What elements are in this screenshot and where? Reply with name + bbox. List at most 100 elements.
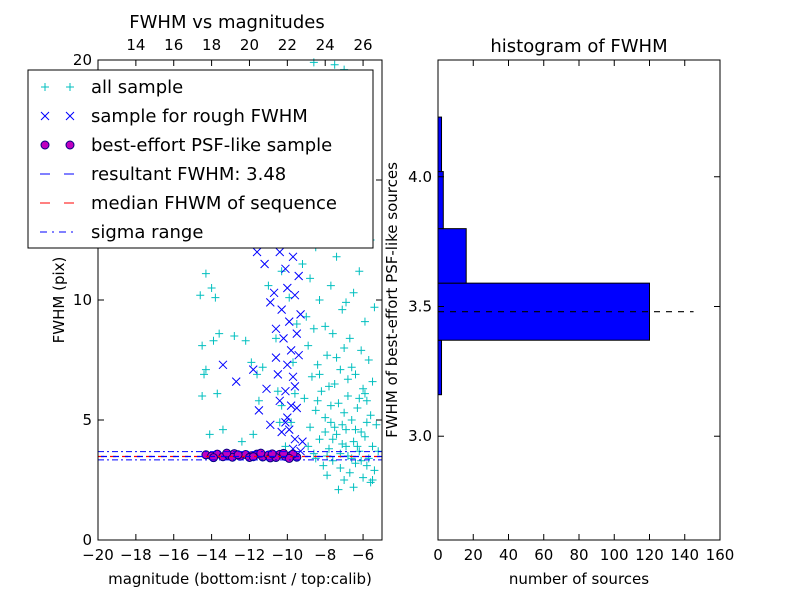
histogram-axis-ticks: 0 20 40 60 80 100 120 140 160 3.0 3.5 4.0 [408, 60, 734, 564]
all-sample-point [362, 418, 371, 427]
all-sample-point [328, 435, 337, 444]
all-sample-point [275, 418, 284, 427]
legend-circle-marker-icon [40, 140, 75, 150]
all-sample-point [360, 317, 369, 326]
all-sample-point [336, 365, 345, 374]
x-tick-label: −20 [82, 546, 114, 564]
all-sample-point [359, 473, 368, 482]
all-sample-point [200, 370, 209, 379]
rough-sample-point [277, 427, 287, 437]
y-tick-label: 3.5 [408, 297, 432, 315]
all-sample-point [237, 437, 246, 446]
x-tick-label: −16 [158, 546, 190, 564]
all-sample-point [349, 483, 358, 492]
all-sample-point [323, 351, 332, 360]
legend-plus-marker-icon [41, 83, 74, 91]
x-tick-label: −10 [272, 546, 304, 564]
all-sample-point [290, 389, 299, 398]
all-sample-point [241, 336, 250, 345]
rough-sample-point [279, 334, 288, 343]
x-tick-label: 40 [499, 546, 518, 564]
all-sample-point [306, 423, 315, 432]
all-sample-point [277, 267, 286, 276]
all-sample-point [298, 260, 307, 268]
all-sample-point [328, 329, 337, 338]
all-sample-point [347, 363, 356, 372]
psf-sample-point [208, 453, 218, 463]
legend-entry-all-sample: all sample [41, 77, 183, 98]
histogram-title: histogram of FWHM [490, 36, 667, 57]
all-sample-point [315, 370, 324, 379]
top-tick-label: 26 [354, 36, 373, 54]
all-sample-point [342, 442, 351, 451]
all-sample-point [198, 392, 207, 400]
x-tick-label: 140 [670, 546, 699, 564]
all-sample-point [368, 377, 377, 386]
all-sample-point [334, 399, 343, 408]
all-sample-point [349, 437, 358, 446]
legend-label: resultant FWHM: 3.48 [91, 164, 286, 185]
all-sample-point [315, 296, 324, 304]
all-sample-point [253, 370, 262, 379]
all-sample-point [353, 404, 362, 412]
rough-sample-point [265, 420, 275, 430]
rough-sample-point [290, 382, 300, 391]
x-tick-label: 0 [433, 546, 443, 564]
all-sample-point [311, 454, 320, 463]
all-sample-point [205, 430, 214, 439]
all-sample-point [249, 430, 258, 439]
all-sample-point [309, 324, 318, 333]
all-sample-point [357, 456, 366, 465]
rough-sample-point [248, 365, 258, 374]
all-sample-point [359, 384, 368, 393]
all-sample-point [332, 430, 341, 439]
all-sample-point [332, 252, 341, 261]
rough-sample-point [294, 350, 304, 360]
all-sample-point [370, 303, 379, 312]
all-sample-point [353, 442, 362, 451]
all-sample-point [319, 461, 328, 470]
all-sample-point [345, 468, 354, 477]
rough-sample-point [282, 413, 292, 422]
all-sample-point [342, 425, 351, 434]
all-sample-point [347, 454, 356, 463]
all-sample-point [271, 334, 280, 343]
all-sample-point [362, 396, 371, 405]
histogram-bar [437, 282, 650, 341]
top-tick-label: 14 [126, 36, 145, 54]
histogram-bar [437, 171, 444, 230]
all-sample-point [338, 420, 347, 429]
all-sample-point [273, 387, 282, 396]
all-sample-point [343, 375, 352, 384]
all-sample-point [306, 274, 315, 283]
all-sample-point [304, 442, 313, 451]
all-sample-point [357, 428, 366, 436]
histogram-panel: 0 20 40 60 80 100 120 140 160 3.0 3.5 4.0 histogram… [383, 36, 734, 588]
scatter-x-axis-label: magnitude (bottom:isnt / top:calib) [108, 570, 372, 588]
x-tick-label: 100 [600, 546, 629, 564]
all-sample-point [281, 442, 290, 451]
y-tick-label: 4.0 [408, 168, 432, 186]
reference-lines [98, 451, 382, 461]
legend-label: best-effort PSF-like sample [91, 135, 332, 156]
top-tick-label: 20 [240, 36, 259, 54]
x-tick-label: 80 [569, 546, 588, 564]
y-tick-label: 5 [82, 411, 92, 429]
all-sample-point [364, 454, 373, 463]
all-sample-point [342, 298, 351, 307]
all-sample-point [370, 466, 379, 475]
rough-sample-point [277, 305, 287, 314]
legend-entry-rough-sample: sample for rough FWHM [40, 106, 308, 127]
x-tick-label: −14 [196, 546, 228, 564]
psf-sample-point [284, 453, 294, 463]
x-tick-label: −12 [234, 546, 266, 564]
rough-sample-point [281, 264, 290, 274]
histogram-x-axis-label: number of sources [509, 570, 649, 588]
all-sample-point [247, 358, 256, 367]
all-sample-point [336, 464, 345, 472]
all-sample-point [292, 320, 301, 328]
all-sample-point [321, 322, 330, 331]
all-sample-point [313, 360, 322, 369]
histogram-bars [437, 116, 650, 396]
y-tick-label: 0 [82, 531, 92, 549]
